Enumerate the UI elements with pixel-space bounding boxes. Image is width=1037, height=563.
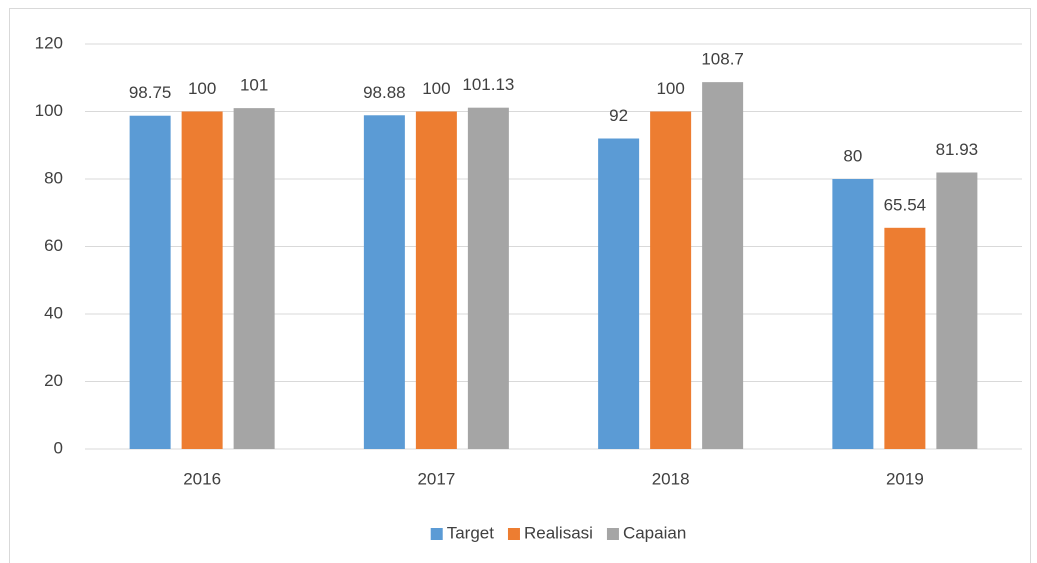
x-tick-label: 2018 — [652, 469, 690, 488]
bar — [650, 111, 692, 449]
legend-label: Capaian — [623, 523, 686, 542]
y-tick-label: 60 — [44, 236, 63, 255]
y-tick-label: 120 — [35, 33, 63, 52]
legend-label: Target — [447, 523, 495, 542]
bar — [936, 172, 978, 449]
bar — [181, 111, 223, 449]
y-tick-label: 0 — [54, 438, 63, 457]
data-label: 108.7 — [701, 50, 744, 69]
data-label: 100 — [656, 79, 684, 98]
bar — [363, 115, 405, 449]
data-label: 100 — [188, 79, 216, 98]
legend-label: Realisasi — [524, 523, 593, 542]
bar — [884, 227, 926, 449]
x-tick-label: 2017 — [417, 469, 455, 488]
data-label: 101 — [240, 76, 268, 95]
data-label: 92 — [609, 106, 628, 125]
bar — [129, 115, 171, 449]
data-label: 101.13 — [462, 75, 514, 94]
bar — [832, 179, 874, 449]
legend-swatch — [606, 528, 619, 540]
bar — [702, 82, 744, 449]
data-label: 81.93 — [936, 140, 979, 159]
y-tick-label: 20 — [44, 371, 63, 390]
y-tick-label: 100 — [35, 101, 63, 120]
data-label: 80 — [843, 146, 862, 165]
x-tick-label: 2019 — [886, 469, 924, 488]
x-tick-label: 2016 — [183, 469, 221, 488]
data-label: 65.54 — [884, 195, 927, 214]
data-label: 98.75 — [129, 83, 172, 102]
bar — [233, 108, 275, 449]
y-tick-label: 40 — [44, 303, 63, 322]
bar — [415, 111, 457, 449]
legend-swatch — [430, 528, 443, 540]
data-label: 98.88 — [363, 83, 406, 102]
bar — [467, 107, 509, 449]
data-label: 100 — [422, 79, 450, 98]
legend-swatch — [507, 528, 520, 540]
y-tick-label: 80 — [44, 168, 63, 187]
bar — [598, 138, 640, 449]
